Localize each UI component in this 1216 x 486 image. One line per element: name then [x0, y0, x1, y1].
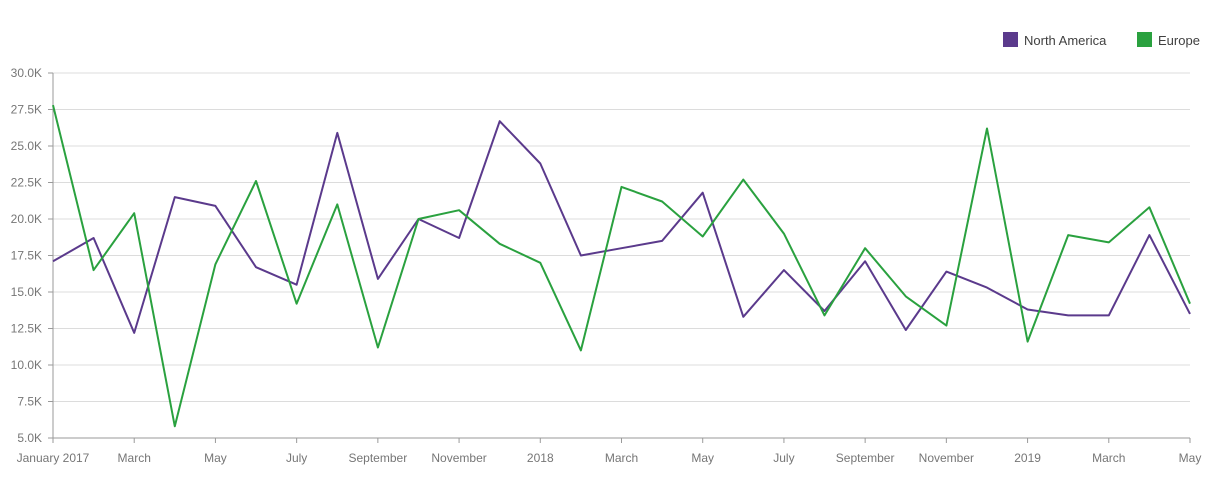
legend-swatch-europe [1137, 32, 1152, 47]
y-tick-label: 30.0K [11, 66, 42, 80]
x-tick-label: May [1179, 451, 1202, 465]
x-tick-label: May [691, 451, 714, 465]
x-tick-label: July [286, 451, 307, 465]
legend-label-europe: Europe [1158, 33, 1200, 48]
legend-swatch-north-america [1003, 32, 1018, 47]
x-tick-label: 2019 [1014, 451, 1041, 465]
x-tick-label: May [204, 451, 227, 465]
x-tick-label: November [919, 451, 974, 465]
x-tick-label: September [836, 451, 895, 465]
y-tick-label: 27.5K [11, 103, 42, 117]
legend-label-north-america: North America [1024, 33, 1107, 48]
series [52, 104, 1191, 428]
gridlines [53, 72, 1190, 402]
y-tick-label: 10.0K [11, 358, 42, 372]
x-tick-label: March [605, 451, 638, 465]
y-tick-label: 25.0K [11, 139, 42, 153]
x-tick-label: 2018 [527, 451, 554, 465]
x-tick-label: March [118, 451, 151, 465]
y-tick-label: 12.5K [11, 322, 42, 336]
y-tick-label: 20.0K [11, 212, 42, 226]
x-tick-label: July [773, 451, 794, 465]
legend: North America Europe [1003, 32, 1200, 48]
y-tick-label: 17.5K [11, 249, 42, 263]
x-tick-label: November [431, 451, 486, 465]
y-tick-label: 5.0K [17, 431, 42, 445]
x-tick-label: January 2017 [17, 451, 90, 465]
y-tick-label: 22.5K [11, 176, 42, 190]
axes: 5.0K 7.5K 10.0K 12.5K 15.0K 17.5K 20.0K 22.5K 25… [11, 66, 1202, 465]
x-tick-label: March [1092, 451, 1125, 465]
series-line-north-america [52, 120, 1191, 334]
series-line-europe [52, 104, 1191, 428]
y-tick-label: 15.0K [11, 285, 42, 299]
y-tick-label: 7.5K [17, 395, 42, 409]
x-tick-label: September [349, 451, 408, 465]
